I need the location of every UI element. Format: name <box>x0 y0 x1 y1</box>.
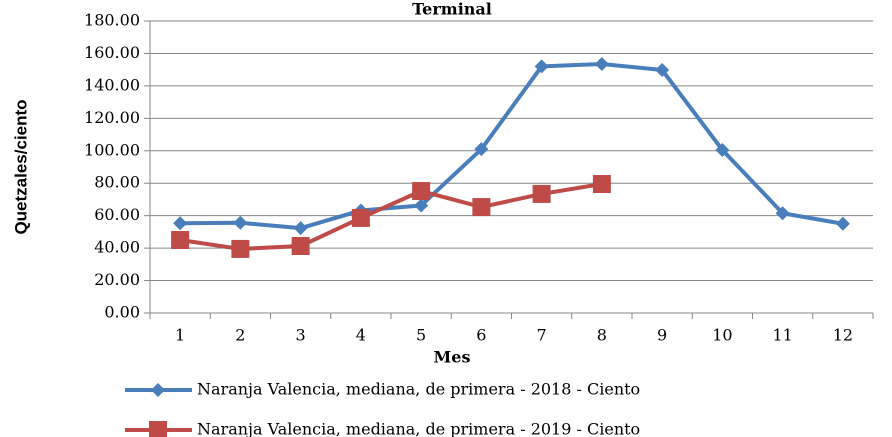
point <box>594 56 609 71</box>
x-tick-label: 4 <box>356 326 366 345</box>
series-line <box>180 61 844 231</box>
x-tick-label: 1 <box>175 326 185 345</box>
point <box>171 231 190 249</box>
point <box>291 237 310 256</box>
y-tick-label: 100.00 <box>84 140 140 159</box>
point <box>534 59 549 74</box>
point <box>233 215 248 230</box>
y-tick-label: 180.00 <box>84 11 140 30</box>
x-tick-label: 7 <box>537 326 547 345</box>
y-tick-label: 80.00 <box>94 173 140 192</box>
point <box>472 198 491 217</box>
legend-label: Naranja Valencia, mediana, de primera - … <box>197 380 640 399</box>
point <box>414 198 429 213</box>
point <box>655 62 670 77</box>
point <box>173 216 188 231</box>
x-tick-label: 10 <box>712 326 732 345</box>
x-axis-title: Mes <box>434 348 471 367</box>
point <box>149 421 167 437</box>
y-tick-label: 160.00 <box>84 43 140 62</box>
x-tick-label: 2 <box>235 326 245 345</box>
y-tick-label: 20.00 <box>94 270 140 289</box>
y-tick-label: 120.00 <box>84 108 140 127</box>
y-tick-label: 60.00 <box>94 205 140 224</box>
x-tick-label: 12 <box>833 326 853 345</box>
point <box>351 208 370 227</box>
legend-label: Naranja Valencia, mediana, de primera - … <box>197 420 640 437</box>
series-line <box>179 182 603 251</box>
x-tick-label: 9 <box>657 326 667 345</box>
x-tick-label: 5 <box>416 326 426 345</box>
y-tick-label: 0.00 <box>104 303 140 322</box>
x-tick-label: 3 <box>296 326 306 345</box>
y-tick-label: 140.00 <box>84 75 140 94</box>
chart-title: Terminal <box>412 0 492 19</box>
point <box>715 142 730 157</box>
point <box>412 182 431 201</box>
point <box>231 239 250 258</box>
point <box>775 206 790 221</box>
y-tick-label: 40.00 <box>94 238 140 257</box>
point <box>532 184 551 203</box>
point <box>592 175 611 194</box>
point <box>835 216 850 231</box>
point <box>474 142 489 157</box>
point <box>151 383 165 397</box>
x-tick-label: 8 <box>597 326 607 345</box>
x-tick-label: 11 <box>772 326 792 345</box>
y-axis-title: Quetzales/ciento <box>11 99 30 234</box>
point <box>293 221 308 236</box>
x-tick-label: 6 <box>476 326 486 345</box>
